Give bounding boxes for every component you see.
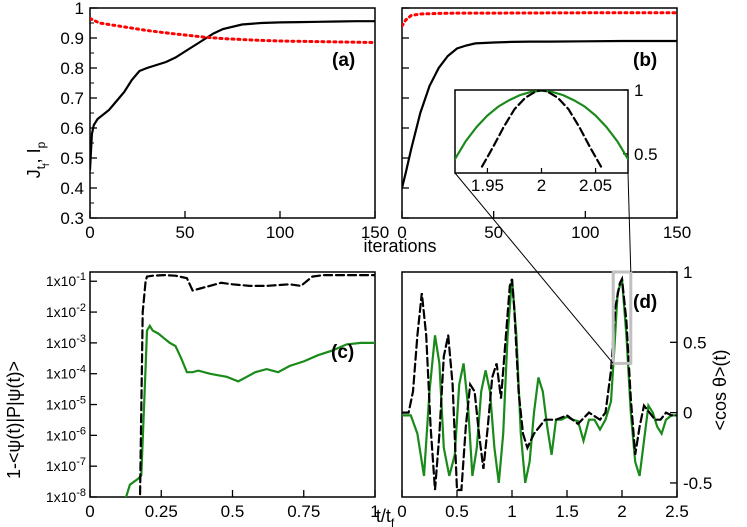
panel-c-ytick-label: 1x10-6: [46, 425, 86, 443]
panel-d-series-green: [402, 278, 677, 484]
zoom-box: [611, 270, 633, 365]
inset-ytick-label: 0.5: [634, 145, 658, 164]
inset-ytick-label: 1: [634, 81, 643, 100]
panel-d-xtick-label: 2.5: [665, 502, 689, 521]
panel-c-xtick-label: 0.5: [221, 502, 245, 521]
inset-frame: [454, 89, 629, 174]
inset-xtick-label: 2.05: [579, 176, 612, 195]
panel-b-inset: 1.95 2 2.05 0.5 1: [454, 81, 658, 365]
panel-c: 1x10-8 1x10-7 1x10-6 1x10-5 1x10-4 1x10-3 1x10…: [46, 271, 380, 521]
panel-d-xtick-label: 2: [617, 502, 626, 521]
panel-d-xtick-label: 0: [397, 502, 406, 521]
zoom-connector-right: [627, 172, 632, 273]
panel-d-ytick-label: -0.5: [683, 474, 712, 493]
panel-a-xtick-label: 0: [85, 223, 94, 242]
panel-a-ytick-label: 0.9: [60, 29, 84, 48]
panel-a-ytick-label: 0.3: [60, 209, 84, 228]
panel-b-series-i-p: [402, 11, 677, 28]
panel-a-ytick-label: 0.7: [60, 89, 84, 108]
panel-d-ytick-label: 0: [683, 404, 692, 423]
panel-a-xtick-label: 100: [266, 223, 294, 242]
panel-c-ytick-label: 1x10-8: [46, 487, 86, 505]
panel-a-ytick-label: 0.6: [60, 119, 84, 138]
panel-d-ylabel: <cos θ>(t): [710, 349, 730, 430]
panel-a-label: (a): [332, 50, 355, 71]
panel-a-series-j-tf: [90, 20, 375, 172]
panel-cd-xlabel: t/tf: [376, 506, 395, 527]
panel-c-xtick-label: 0.75: [287, 502, 320, 521]
panel-a-ytick-label: 0.5: [60, 149, 84, 168]
panel-d-ytick-label: 1: [683, 263, 692, 282]
panel-a: 0.3 0.4 0.5 0.6 0.7 0.8 0.9 1 0 50 100 150: [60, 0, 389, 242]
panel-c-xtick-label: 0: [85, 502, 94, 521]
panel-c-ylabel: 1-<ψ(t)|P|ψ(t)>: [4, 361, 24, 479]
panel-b-label: (b): [633, 50, 657, 71]
panel-c-frame: [89, 271, 376, 498]
panel-a-xtick-label: 150: [361, 223, 389, 242]
panel-c-ytick-label: 1x10-1: [46, 271, 86, 289]
inset-xtick-label: 2: [537, 176, 546, 195]
zoom-connector-left: [454, 172, 614, 364]
panel-a-ytick-label: 0.4: [60, 179, 84, 198]
panel-d-xtick-label: 1: [507, 502, 516, 521]
panel-b-xtick-label: 150: [663, 223, 691, 242]
panel-d-ytick-label: 0.5: [683, 333, 707, 352]
panel-d: -0.5 0 0.5 1 0 0.5 1 1.5 2 2.5: [397, 263, 712, 521]
svg-text:t/tf: t/tf: [376, 506, 395, 527]
panel-c-ytick-label: 1x10-4: [46, 364, 86, 382]
panel-c-ytick-label: 1x10-7: [46, 456, 86, 474]
panel-d-frame: [401, 271, 678, 498]
panel-c-xtick-label: 0.25: [145, 502, 178, 521]
panel-b-series-j-tf: [402, 39, 677, 190]
panel-a-ytick-label: 1: [75, 0, 84, 18]
inset-xtick-label: 1.95: [471, 176, 504, 195]
panel-c-ytick-label: 1x10-5: [46, 395, 86, 413]
panel-a-ylabel: Jtf, Ip: [24, 141, 51, 178]
panel-d-label: (d): [633, 292, 657, 313]
panel-a-ytick-label: 0.8: [60, 59, 84, 78]
panel-c-xtick-label: 1: [370, 502, 379, 521]
panel-c-series-black: [138, 273, 375, 497]
panel-b-xtick-label: 50: [484, 223, 503, 242]
panel-b-xtick-label: 0: [397, 223, 406, 242]
panel-a-xtick-label: 50: [176, 223, 195, 242]
panel-c-ytick-label: 1x10-2: [46, 302, 86, 320]
panel-b-xtick-label: 100: [571, 223, 599, 242]
panel-c-series-green: [124, 323, 375, 497]
panel-d-xtick-label: 0.5: [445, 502, 469, 521]
panel-a-series-i-p: [90, 17, 375, 44]
svg-text:Jtf, Ip: Jtf, Ip: [24, 141, 51, 178]
panel-b: 0 50 100 150: [397, 7, 691, 242]
panel-d-series-black: [402, 275, 677, 492]
panel-a-xlabel: iterations: [363, 236, 436, 256]
panel-c-ytick-label: 1x10-3: [46, 333, 86, 351]
panel-d-xtick-label: 1.5: [555, 502, 579, 521]
panel-c-label: (c): [331, 342, 354, 363]
panel-b-frame: [401, 7, 678, 219]
